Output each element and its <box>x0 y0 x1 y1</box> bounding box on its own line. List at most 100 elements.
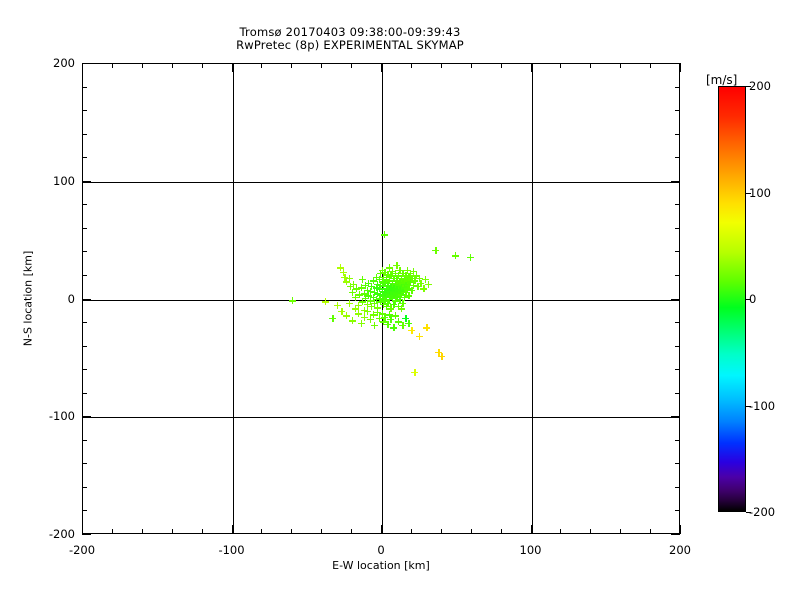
scatter-point <box>382 303 390 311</box>
scatter-point <box>408 326 416 334</box>
x-tick-bottom <box>141 529 143 534</box>
scatter-point <box>390 300 398 308</box>
scatter-point <box>421 275 429 283</box>
colorbar-unit-label: [m/s] <box>706 73 738 87</box>
scatter-point <box>339 268 347 276</box>
scatter-point <box>374 304 381 312</box>
y-tick-right <box>675 369 680 371</box>
colorbar-tick-label: -200 <box>749 505 776 519</box>
scatter-point <box>378 287 386 295</box>
colorbar-tick <box>746 192 751 194</box>
y-tick-left <box>82 227 87 229</box>
x-tick-bottom <box>500 529 502 534</box>
scatter-point <box>394 290 402 298</box>
y-tick-right <box>675 204 680 206</box>
colorbar-tick <box>746 512 751 513</box>
scatter-point <box>362 294 370 302</box>
y-tick-left <box>82 345 87 347</box>
scatter-point <box>405 273 413 281</box>
scatter-point <box>371 321 379 329</box>
colorbar-tick-label: -100 <box>749 398 776 413</box>
y-tick-left <box>82 486 87 488</box>
scatter-point <box>360 313 368 321</box>
scatter-point <box>390 274 398 282</box>
scatter-point <box>371 299 379 307</box>
scatter-point <box>381 268 389 276</box>
scatter-point <box>372 284 380 292</box>
scatter-point <box>353 285 361 293</box>
scatter-point <box>360 290 368 298</box>
scatter-point <box>377 270 384 278</box>
scatter-point <box>385 277 393 285</box>
y-tick-left <box>82 298 91 300</box>
scatter-point <box>384 299 392 307</box>
x-tick-bottom <box>650 529 652 534</box>
scatter-point <box>375 275 383 283</box>
scatter-point <box>380 231 388 239</box>
x-tick-label: 200 <box>669 543 691 557</box>
title-line-2: RwPretec (8p) EXPERIMENTAL SKYMAP <box>236 38 464 52</box>
title-line-1: Tromsø 20170403 09:38:00-09:39:43 <box>239 25 461 39</box>
scatter-point <box>354 310 362 318</box>
scatter-point <box>374 290 381 298</box>
y-tick-right <box>675 463 680 465</box>
scatter-point <box>388 294 396 302</box>
colorbar-gradient <box>718 86 746 512</box>
scatter-point <box>382 275 390 283</box>
scatter-point <box>359 298 367 306</box>
x-tick-bottom <box>291 529 293 534</box>
scatter-point <box>399 279 407 287</box>
y-tick-right <box>675 274 680 276</box>
scatter-point <box>400 293 408 301</box>
x-tick-top <box>111 63 113 68</box>
y-tick-right <box>675 251 680 253</box>
y-tick-label: 200 <box>53 56 75 70</box>
scatter-point <box>409 281 417 289</box>
gridline-horizontal <box>83 181 679 183</box>
x-tick-bottom <box>530 525 532 534</box>
colorbar-tick-label: 0 <box>749 292 757 306</box>
scatter-point <box>347 283 355 291</box>
x-tick-top <box>201 63 203 68</box>
y-tick-left <box>82 204 87 206</box>
scatter-point <box>415 332 423 340</box>
scatter-point <box>394 281 402 289</box>
scatter-point <box>384 271 392 279</box>
scatter-point <box>390 284 398 292</box>
scatter-point <box>411 277 419 285</box>
scatter-point <box>357 284 365 292</box>
x-tick-bottom <box>680 525 681 534</box>
scatter-point <box>348 288 356 296</box>
scatter-point <box>378 278 386 286</box>
scatter-point <box>408 274 416 282</box>
scatter-point <box>387 316 395 324</box>
y-tick-left <box>82 322 87 324</box>
scatter-point <box>397 283 405 291</box>
scatter-point <box>432 246 440 254</box>
y-tick-right <box>675 110 680 112</box>
scatter-point <box>345 299 353 307</box>
scatter-point <box>466 253 474 261</box>
scatter-point <box>393 293 401 301</box>
gridline-vertical <box>531 64 533 533</box>
chart-title: Tromsø 20170403 09:38:00-09:39:43 RwPret… <box>0 26 700 52</box>
y-tick-left <box>82 416 91 418</box>
y-tick-right <box>675 439 680 441</box>
scatter-point <box>391 288 399 296</box>
scatter-point <box>396 286 404 294</box>
scatter-point <box>371 288 379 296</box>
scatter-point <box>385 264 393 272</box>
scatter-point <box>394 318 402 326</box>
x-tick-bottom <box>111 529 113 534</box>
scatter-point <box>288 297 296 305</box>
scatter-point <box>397 274 405 282</box>
scatter-point <box>391 270 399 278</box>
x-tick-bottom <box>470 529 472 534</box>
scatter-point <box>391 297 399 305</box>
y-tick-left <box>82 510 87 512</box>
x-tick-bottom <box>321 529 323 534</box>
scatter-point <box>405 292 413 300</box>
scatter-point <box>417 279 425 287</box>
scatter-point <box>385 311 393 319</box>
scatter-point <box>369 293 377 301</box>
